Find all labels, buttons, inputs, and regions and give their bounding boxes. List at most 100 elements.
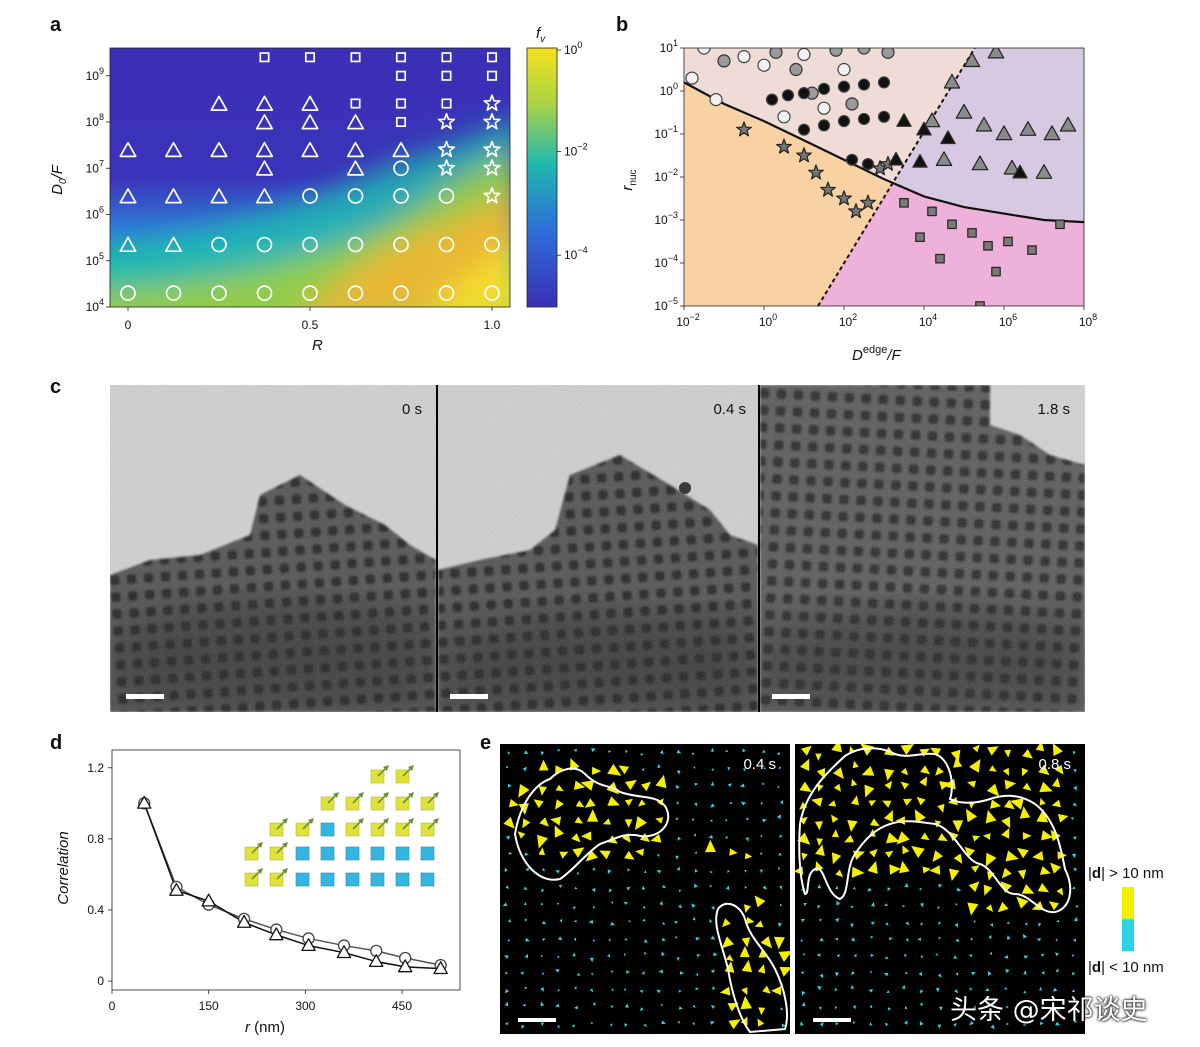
circle-marker: [211, 285, 227, 301]
displacement-arrow: [643, 939, 648, 943]
y-tick-label: 105: [86, 251, 104, 268]
triangle-marker: [119, 188, 137, 204]
displacement-arrow: [847, 820, 858, 832]
displacement-arrow: [523, 901, 527, 906]
displacement-arrow: [869, 1022, 873, 1026]
y-tick-label: 108: [86, 112, 104, 129]
displacement-arrow: [662, 884, 666, 889]
displacement-arrow: [676, 749, 682, 754]
circle-marker: [302, 236, 318, 253]
displacement-arrow: [643, 1023, 647, 1027]
arrow-head-icon: [257, 842, 263, 848]
displacement-arrow: [661, 1020, 666, 1025]
circle-marker: [877, 110, 891, 123]
displacement-arrow: [726, 954, 734, 962]
data-point-triangles: [336, 945, 352, 959]
displacement-arrow: [889, 936, 893, 941]
displacement-arrow: [522, 766, 527, 772]
star-marker: [848, 203, 864, 219]
star-marker: [437, 112, 456, 130]
displacement-arrow: [922, 866, 931, 874]
displacement-arrow: [969, 1020, 974, 1026]
circle-marker: [797, 48, 811, 62]
displacement-arrow: [744, 885, 747, 889]
displacement-arrow: [1036, 809, 1048, 823]
displacement-arrow: [904, 971, 908, 974]
arrow-head-icon: [433, 818, 439, 824]
displacement-arrow: [540, 751, 545, 756]
displacement-arrow: [722, 918, 731, 928]
displacement-arrow: [580, 780, 595, 791]
displacement-arrow: [938, 921, 942, 925]
displacement-arrow: [901, 904, 905, 908]
displacement-arrow: [869, 970, 872, 973]
displacement-arrow: [533, 799, 544, 809]
circle-marker: [857, 112, 871, 126]
displacement-arrow: [1021, 1006, 1025, 1010]
square-marker: [899, 198, 909, 208]
displacement-arrow: [817, 783, 824, 792]
displacement-arrow: [815, 753, 822, 761]
displacement-arrow: [831, 852, 842, 865]
displacement-arrow: [952, 820, 964, 833]
x-tick-label: 1.0: [484, 318, 501, 332]
triangle-marker: [888, 151, 904, 166]
displacement-arrow: [758, 1007, 766, 1016]
displacement-arrow: [710, 781, 715, 786]
displacement-arrow: [1036, 938, 1041, 942]
displacement-arrow: [986, 783, 1000, 797]
displacement-arrow: [540, 1001, 545, 1007]
displacement-arrow: [889, 864, 902, 875]
circle-marker: [817, 82, 831, 95]
displacement-arrow: [505, 1022, 509, 1026]
time-label: 0.8 s: [1038, 756, 1071, 773]
arrow-head-icon: [408, 792, 414, 798]
displacement-arrow: [904, 882, 909, 888]
displacement-arrow: [920, 902, 924, 908]
displacement-arrow: [754, 895, 766, 908]
displacement-arrow: [1005, 968, 1010, 974]
displacement-arrow: [691, 903, 696, 908]
displacement-arrow: [937, 973, 942, 978]
displacement-arrow: [1039, 866, 1051, 875]
circle-marker: [797, 123, 811, 136]
circle-marker: [797, 87, 811, 100]
displacement-arrow: [650, 833, 662, 843]
square-marker: [441, 52, 452, 63]
displacement-arrow: [624, 850, 635, 860]
displacement-arrow: [744, 904, 751, 913]
triangle-marker: [255, 160, 274, 176]
data-point-triangles: [136, 795, 152, 809]
displacement-arrow: [504, 867, 508, 872]
displacement-arrow: [673, 921, 678, 924]
displacement-arrow: [835, 917, 840, 923]
x-tick-label: 450: [392, 999, 412, 1013]
displacement-arrow: [778, 766, 782, 769]
triangle-marker: [971, 155, 989, 171]
displacement-arrow: [815, 844, 825, 856]
displacement-arrow: [1041, 970, 1045, 975]
displacement-arrow: [914, 809, 926, 823]
circle-marker: [438, 285, 455, 301]
displacement-arrow: [610, 1023, 613, 1027]
displacement-arrow: [833, 767, 844, 779]
star-marker: [820, 181, 836, 197]
region-outline: [715, 902, 788, 1034]
displacement-arrow: [573, 919, 577, 923]
triangle-marker: [1003, 159, 1021, 175]
displacement-arrow: [638, 799, 646, 807]
circle-marker: [769, 48, 783, 59]
displacement-arrow: [954, 923, 959, 928]
displacement-arrow: [1073, 786, 1077, 791]
displacement-arrow: [968, 881, 980, 892]
square-marker: [304, 52, 316, 63]
arrow-head-icon: [282, 842, 288, 848]
displacement-arrow: [659, 750, 664, 755]
circle-marker: [881, 48, 895, 59]
displacement-arrow: [573, 986, 577, 990]
displacement-arrow: [607, 954, 611, 958]
displacement-arrow: [709, 884, 712, 888]
displacement-arrow: [608, 750, 612, 753]
displacement-arrow: [929, 865, 941, 875]
displacement-arrow: [763, 767, 766, 770]
